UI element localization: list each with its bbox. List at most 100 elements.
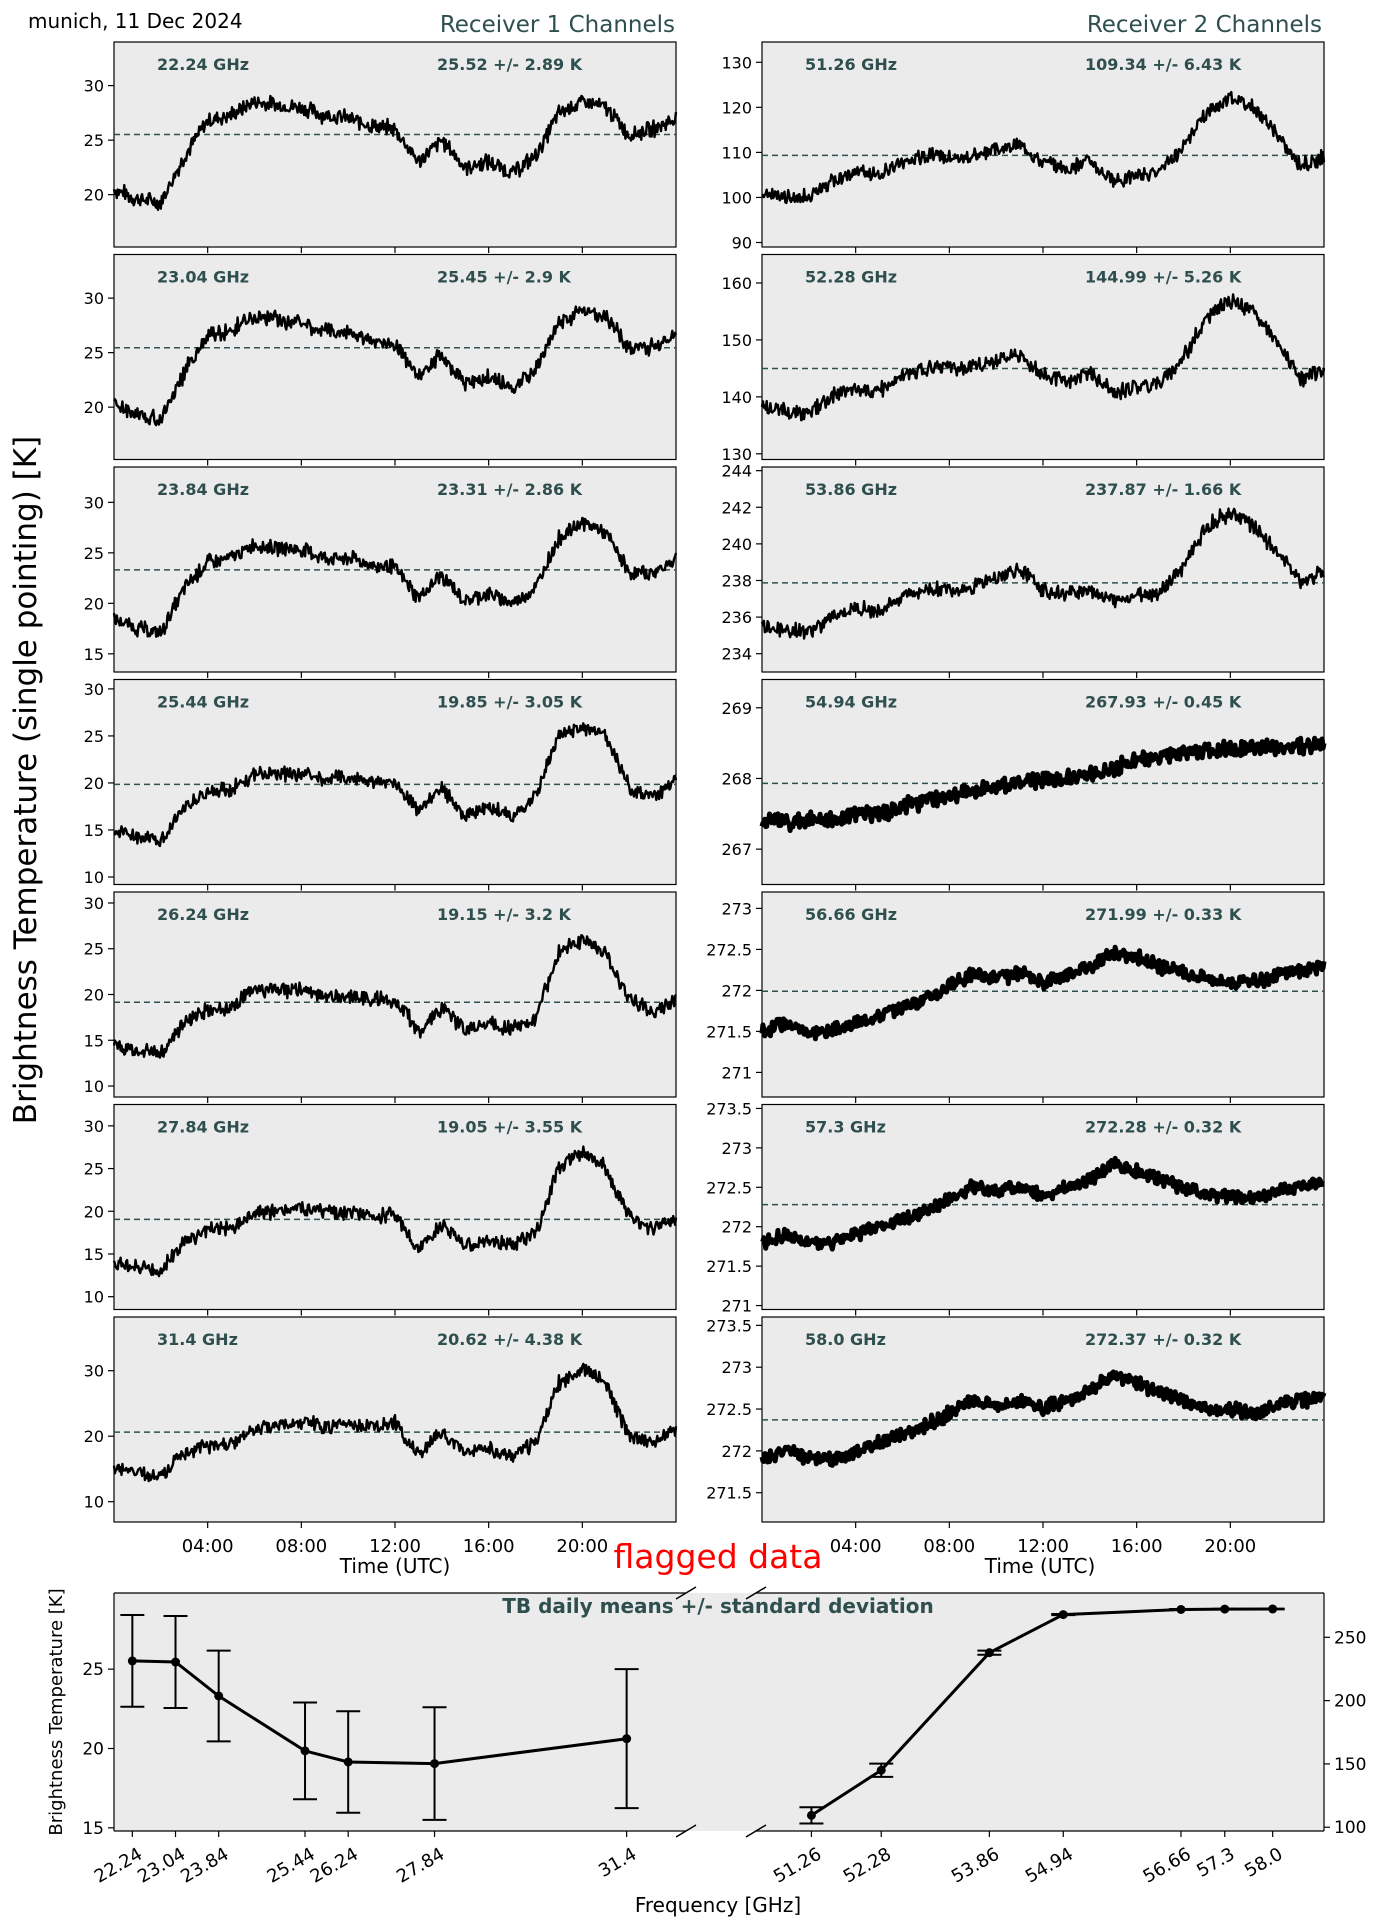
channel-frequency-label: 25.44 GHz — [157, 693, 249, 712]
y-tick-label: 272.5 — [706, 940, 752, 959]
channel-frequency-label: 22.24 GHz — [157, 55, 249, 74]
time-tick-label: 12:00 — [369, 1536, 421, 1557]
time-tick-label: 20:00 — [1204, 1536, 1256, 1557]
means-x-tick-label: 52.28 — [840, 1844, 895, 1888]
y-tick-label: 20 — [84, 1202, 104, 1221]
means-point — [1268, 1604, 1278, 1614]
means-x-tick-label: 54.94 — [1022, 1844, 1077, 1888]
axis-break-mark — [745, 1824, 767, 1838]
y-tick-label: 10 — [84, 1288, 104, 1307]
y-tick-label: 130 — [721, 445, 752, 464]
channel-panel: 271.5 272 272.5 273 273.5 58.0 GHz 272.37 +/- … — [706, 1316, 1327, 1557]
y-tick-label: 269 — [721, 699, 752, 718]
panel-background — [113, 891, 677, 1098]
channel-stat-label: 19.15 +/- 3.2 K — [437, 905, 572, 924]
y-tick-label: 30 — [84, 1362, 104, 1381]
receiver1-panels: 20 25 30 22.24 GHz 25.52 +/- 2.89 K 20 25 30 23.… — [84, 41, 678, 1557]
y-tick-label: 15 — [84, 1245, 104, 1264]
y-tick-label: 15 — [84, 821, 104, 840]
means-x-tick-label: 31.4 — [595, 1844, 640, 1882]
channel-panel: 271 271.5 272 272.5 273 56.66 GHz 271.99 +/- 0… — [706, 891, 1327, 1103]
y-tick-label: 273.5 — [706, 1099, 752, 1118]
y-tick-label: 244 — [721, 462, 752, 481]
panel-background — [761, 253, 1325, 461]
time-tick-label: 04:00 — [830, 1536, 882, 1557]
time-tick-label: 20:00 — [556, 1536, 608, 1557]
panel-background — [761, 41, 1325, 248]
channel-stat-label: 20.62 +/- 4.38 K — [437, 1330, 583, 1349]
channel-panel: 15 20 25 30 23.84 GHz 23.31 +/- 2.86 K — [84, 466, 678, 678]
channel-trace — [112, 305, 678, 427]
y-tick-label: 25 — [84, 940, 104, 959]
y-tick-label: 30 — [84, 680, 104, 699]
receiver1-title: Receiver 1 Channels — [440, 12, 675, 38]
time-tick-label: 04:00 — [182, 1536, 234, 1557]
channel-panel: 10 15 20 25 30 26.24 GHz 19.15 +/- 3.2 K — [84, 891, 677, 1103]
means-x-tick-label: 53.86 — [948, 1844, 1003, 1888]
channel-frequency-label: 27.84 GHz — [157, 1118, 249, 1137]
means-title: TB daily means +/- standard deviation — [502, 1594, 934, 1618]
y-tick-label: 272 — [721, 981, 752, 1000]
means-point — [984, 1648, 994, 1658]
time-tick-label: 16:00 — [463, 1536, 515, 1557]
y-tick-label: 150 — [721, 331, 752, 350]
y-tick-label: 25 — [84, 131, 104, 150]
y-tick-label: 100 — [721, 188, 752, 207]
means-x-tick-label: 23.84 — [177, 1844, 232, 1888]
y-tick-label: 160 — [721, 274, 752, 293]
channel-trace — [112, 516, 678, 638]
y-tick-label: 20 — [84, 774, 104, 793]
means-point — [430, 1759, 440, 1769]
channel-trace — [759, 735, 1327, 833]
y-tick-label: 110 — [721, 143, 752, 162]
channel-panel: 20 25 30 23.04 GHz 25.45 +/- 2.9 K — [84, 253, 678, 466]
means-point — [1058, 1610, 1068, 1620]
channel-stat-label: 237.87 +/- 1.66 K — [1085, 480, 1242, 499]
y-tick-label: 10 — [84, 1077, 104, 1096]
channel-trace — [112, 934, 677, 1059]
y-tick-label: 30 — [84, 289, 104, 308]
y-tick-label: 240 — [721, 535, 752, 554]
y-tick-label: 10 — [84, 1493, 104, 1512]
channel-frequency-label: 57.3 GHz — [805, 1118, 886, 1137]
receiver2-panels: 90 100 110 120 130 51.26 GHz 109.34 +/- 6.43 K… — [706, 41, 1327, 1557]
y-tick-label: 120 — [721, 98, 752, 117]
means-point — [300, 1746, 310, 1756]
time-tick-label: 08:00 — [923, 1536, 975, 1557]
means-x-tick-label: 51.26 — [770, 1844, 825, 1888]
means-point — [876, 1765, 886, 1775]
location-date: munich, 11 Dec 2024 — [28, 9, 243, 33]
y-tick-label: 273 — [721, 899, 752, 918]
means-x-tick-label: 25.44 — [264, 1844, 319, 1888]
channel-frequency-label: 51.26 GHz — [805, 55, 897, 74]
channel-trace — [759, 1369, 1327, 1468]
means-background — [114, 1593, 1324, 1831]
channel-trace — [761, 90, 1326, 205]
means-x-tick-label: 23.04 — [134, 1844, 189, 1888]
channel-trace — [760, 1155, 1326, 1252]
channel-stat-label: 267.93 +/- 0.45 K — [1085, 693, 1242, 712]
time-tick-label: 12:00 — [1017, 1536, 1069, 1557]
axis-break-mark — [675, 1586, 697, 1600]
means-x-tick-label: 56.66 — [1140, 1844, 1195, 1888]
y-tick-label: 30 — [84, 77, 104, 96]
channel-stat-label: 271.99 +/- 0.33 K — [1085, 905, 1242, 924]
panel-background — [113, 1103, 677, 1311]
means-point — [1176, 1604, 1186, 1614]
y-tick-label: 273 — [721, 1139, 752, 1158]
means-x-axis-label: Frequency [GHz] — [635, 1893, 801, 1917]
y-tick-label: 273 — [721, 1358, 752, 1377]
channel-trace — [112, 94, 678, 212]
channel-frequency-label: 23.04 GHz — [157, 268, 249, 287]
receiver2-title: Receiver 2 Channels — [1087, 12, 1322, 38]
y-tick-label: 20 — [84, 398, 104, 417]
means-point — [622, 1734, 632, 1744]
y-tick-label: 273.5 — [706, 1316, 752, 1335]
time-tick-label: 16:00 — [1111, 1536, 1163, 1557]
channel-trace — [112, 1145, 678, 1278]
channel-stat-label: 272.37 +/- 0.32 K — [1085, 1330, 1242, 1349]
y-tick-label: 20 — [84, 186, 104, 205]
channel-panel: 10 15 20 25 30 25.44 GHz 19.85 +/- 3.05 K — [84, 678, 678, 891]
channel-stat-label: 19.85 +/- 3.05 K — [437, 693, 583, 712]
